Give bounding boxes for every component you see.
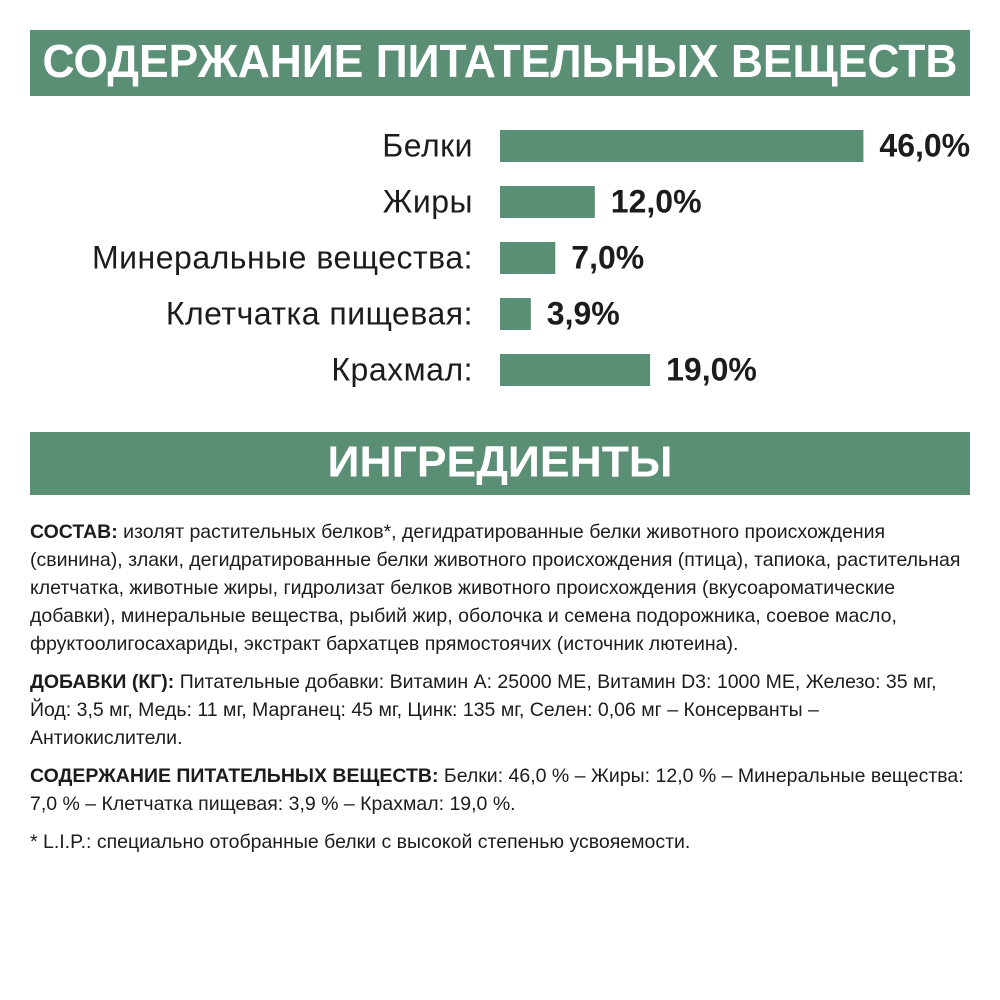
category-label: Белки: [382, 127, 473, 163]
section-title: ИНГРЕДИЕНТЫ: [328, 438, 673, 487]
footnote: * L.I.P.: специально отобранные белки с …: [30, 831, 691, 853]
category-label: Клетчатка пищевая:: [166, 295, 473, 331]
paragraph: СОДЕРЖАНИЕ ПИТАТЕЛЬНЫХ ВЕЩЕСТВ: Белки: 4…: [30, 762, 975, 818]
bar: [500, 298, 531, 330]
header-band: [30, 432, 970, 495]
paragraph-text: изолят растительных белков*, дегидратиро…: [30, 521, 961, 655]
bar: [500, 186, 595, 218]
chart: СОДЕРЖАНИЕ ПИТАТЕЛЬНЫХ ВЕЩЕСТВ ИНГРЕДИЕН…: [30, 30, 970, 495]
value-label: 46,0%: [879, 127, 970, 163]
bar: [500, 242, 556, 274]
ingredients-text: СОСТАВ: изолят растительных белков*, дег…: [30, 518, 975, 866]
value-label: 12,0%: [611, 183, 702, 219]
paragraph-label: СОДЕРЖАНИЕ ПИТАТЕЛЬНЫХ ВЕЩЕСТВ:: [30, 765, 439, 787]
value-label: 19,0%: [666, 351, 757, 387]
paragraph: СОСТАВ: изолят растительных белков*, дег…: [30, 518, 975, 658]
header-title: СОДЕРЖАНИЕ ПИТАТЕЛЬНЫХ ВЕЩЕСТВ: [43, 35, 958, 87]
bar: [500, 130, 864, 162]
paragraph: ДОБАВКИ (КГ): Питательные добавки: Витам…: [30, 668, 975, 752]
header-band: [30, 30, 970, 96]
paragraph-label: СОСТАВ:: [30, 521, 118, 543]
value-label: 7,0%: [571, 239, 644, 275]
bar: [500, 354, 651, 386]
category-label: Крахмал:: [331, 351, 473, 387]
paragraph-label: ДОБАВКИ (КГ):: [30, 671, 175, 693]
paragraph-text: Белки: 46,0 % – Жиры: 12,0 % – Минеральн…: [30, 765, 964, 815]
value-label: 3,9%: [547, 295, 620, 331]
category-label: Минеральные вещества:: [92, 239, 473, 275]
category-label: Жиры: [383, 183, 473, 219]
paragraph-text: Питательные добавки: Витамин A: 25000 МЕ…: [30, 671, 937, 749]
